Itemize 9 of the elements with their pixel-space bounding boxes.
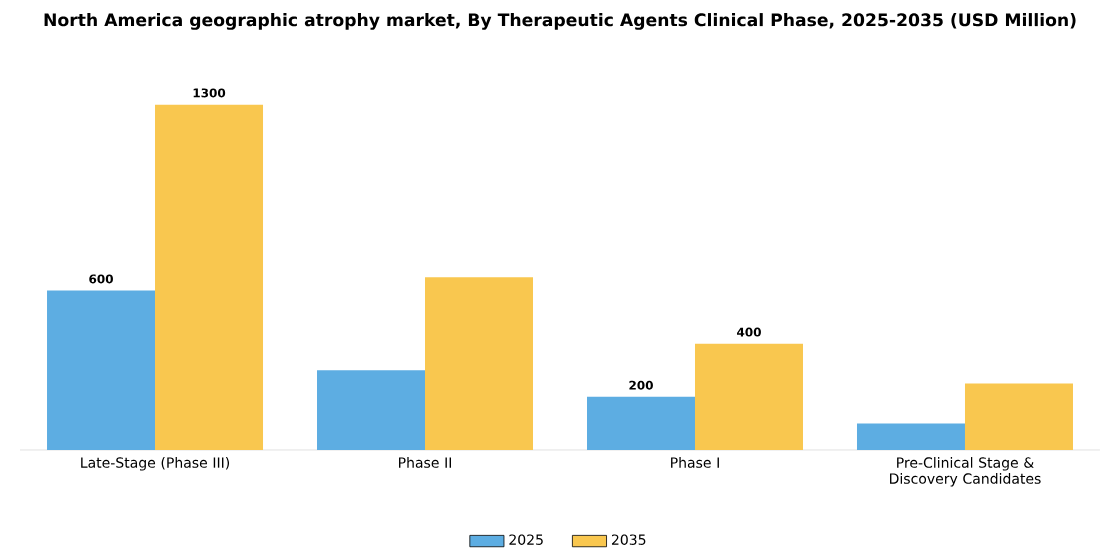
bar [47, 290, 156, 450]
bar [425, 277, 534, 450]
bar [317, 370, 426, 450]
bar [964, 383, 1073, 450]
bar [587, 396, 695, 450]
bar [694, 343, 803, 450]
chart-title: North America geographic atrophy market, By Therapeutic Agents Clinical Phase, 2025-2035 (USD Million) [44, 13, 1076, 30]
bar [856, 423, 965, 450]
bar [155, 104, 264, 450]
